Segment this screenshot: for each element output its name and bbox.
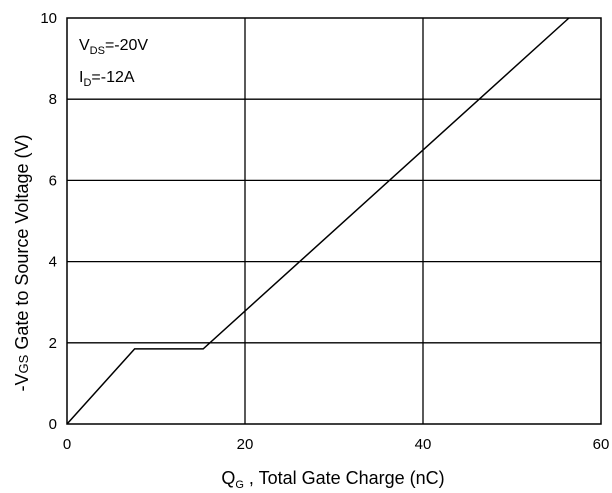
y-tick-label: 10	[40, 10, 57, 27]
y-tick-label: 0	[49, 416, 57, 433]
y-tick-label: 6	[49, 172, 57, 189]
annotation-id-subscript: D	[83, 77, 91, 89]
annotation-vds-subscript: DS	[90, 45, 105, 57]
annotation-id-rest: =-12A	[91, 69, 134, 86]
grid	[67, 18, 601, 424]
x-tick-label: 60	[593, 436, 610, 453]
annotation-vds-main: V	[79, 37, 90, 54]
x-tick-label: 20	[237, 436, 254, 453]
x-axis-label-rest: , Total Gate Charge (nC)	[244, 468, 445, 488]
x-tick-label: 40	[415, 436, 432, 453]
y-axis-label-subscript: GS	[16, 354, 31, 373]
y-axis-label-prefix: -V	[12, 373, 32, 391]
y-tick-label: 2	[49, 335, 57, 352]
annotation-id-main: I	[79, 69, 83, 86]
y-tick-labels: 0 2 4 6 8 10	[40, 10, 57, 433]
series-line-0	[66, 17, 570, 425]
annotation-vds-rest: =-20V	[105, 37, 148, 54]
x-axis-label-main: Q	[221, 468, 235, 488]
y-tick-label: 8	[49, 91, 57, 108]
series-layer	[66, 17, 570, 425]
x-axis-label: QG , Total Gate Charge (nC)	[221, 468, 444, 491]
annotation-id: ID=-12A	[79, 69, 135, 89]
annotation-vds: VDS=-20V	[79, 37, 148, 57]
y-axis-label: -VGS Gate to Source Voltage (V)	[12, 135, 32, 392]
x-axis-label-subscript: G	[235, 479, 244, 491]
x-tick-labels: 0 20 40 60	[63, 436, 610, 453]
y-axis-label-rest: Gate to Source Voltage (V)	[12, 135, 32, 355]
x-tick-label: 0	[63, 436, 71, 453]
y-tick-label: 4	[49, 254, 57, 271]
plot-frame	[66, 17, 602, 425]
